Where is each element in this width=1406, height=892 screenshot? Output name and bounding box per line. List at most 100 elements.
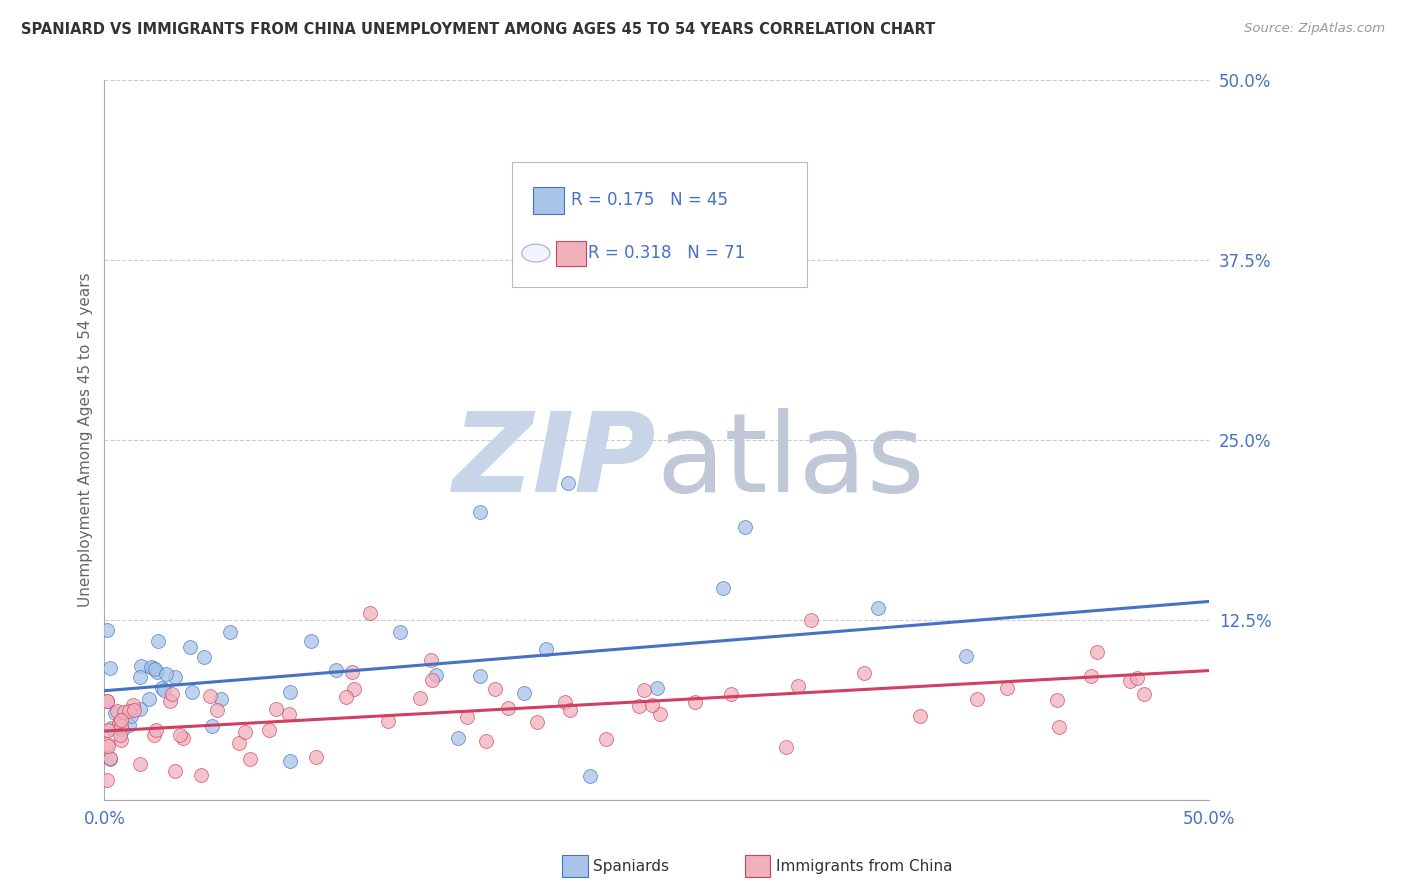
Point [97,739,120,753]
Point [800,613,823,627]
Point [683,694,706,708]
Point [787,679,810,693]
Point [219,625,242,640]
Point [325,663,347,677]
Point [110,728,132,742]
Point [447,731,470,745]
Point [278,754,301,768]
Point [100,721,122,735]
Point [98,661,121,675]
Point [96,773,118,788]
Point [98,750,121,764]
Text: Immigrants from China: Immigrants from China [776,859,953,873]
Point [579,769,602,783]
Point [468,505,491,519]
Point [129,756,152,771]
Point [96,737,118,751]
Point [335,690,357,704]
Point [526,715,548,730]
Point [146,634,169,648]
Point [96,693,118,707]
Point [228,736,250,750]
Point [995,681,1018,695]
Point [110,732,132,747]
Point [633,683,655,698]
Point [1080,669,1102,683]
Point [720,687,742,701]
Point [205,702,228,716]
Point [641,698,664,712]
Point [1119,673,1142,688]
Point [711,581,734,595]
Point [107,715,129,730]
Point [165,670,187,684]
Point [278,685,301,699]
Point [128,670,150,684]
Point [111,723,134,738]
Point [104,706,127,721]
Point [1126,671,1149,685]
Point [153,682,176,697]
Point [595,732,617,747]
Point [496,701,519,715]
Point [159,694,181,708]
Point [342,665,364,680]
Point [1049,720,1071,734]
Point [129,702,152,716]
Point [456,710,478,724]
Point [775,739,797,754]
Point [122,703,145,717]
Point [645,681,668,695]
Point [278,706,301,721]
Text: SPANIARD VS IMMIGRANTS FROM CHINA UNEMPLOYMENT AMONG AGES 45 TO 54 YEARS CORRELA: SPANIARD VS IMMIGRANTS FROM CHINA UNEMPL… [21,22,935,37]
Text: ZIP: ZIP [453,409,657,516]
Point [142,728,165,742]
Point [201,719,224,733]
Point [142,660,165,674]
Point [648,707,671,722]
Point [239,752,262,766]
Point [193,650,215,665]
Point [145,665,167,679]
Point [908,709,931,723]
Point [513,686,536,700]
Point [560,703,582,717]
Point [409,691,432,706]
Point [484,682,506,697]
Point [96,694,118,708]
Point [343,682,366,697]
Point [536,641,558,656]
Point [138,692,160,706]
Point [419,653,441,667]
Point [853,665,876,680]
Point [1085,644,1108,658]
Point [966,691,988,706]
Point [627,699,650,714]
Point [110,718,132,732]
Point [139,660,162,674]
Point [120,708,142,723]
Point [734,519,756,533]
Point [121,698,143,713]
Point [96,623,118,637]
Point [233,725,256,739]
Point [155,666,177,681]
Point [554,695,576,709]
Point [377,714,399,728]
Point [97,723,120,738]
Point [145,723,167,737]
Point [1046,693,1069,707]
Point [118,704,141,718]
Point [468,669,491,683]
Point [190,768,212,782]
Y-axis label: Unemployment Among Ages 45 to 54 years: Unemployment Among Ages 45 to 54 years [79,273,93,607]
Point [425,668,447,682]
Text: R = 0.318   N = 71: R = 0.318 N = 71 [588,244,745,262]
Point [181,684,204,698]
Text: Spaniards: Spaniards [593,859,669,873]
Point [143,662,166,676]
Text: atlas: atlas [657,409,925,516]
Point [198,689,221,703]
Point [557,476,579,491]
Point [866,601,889,615]
